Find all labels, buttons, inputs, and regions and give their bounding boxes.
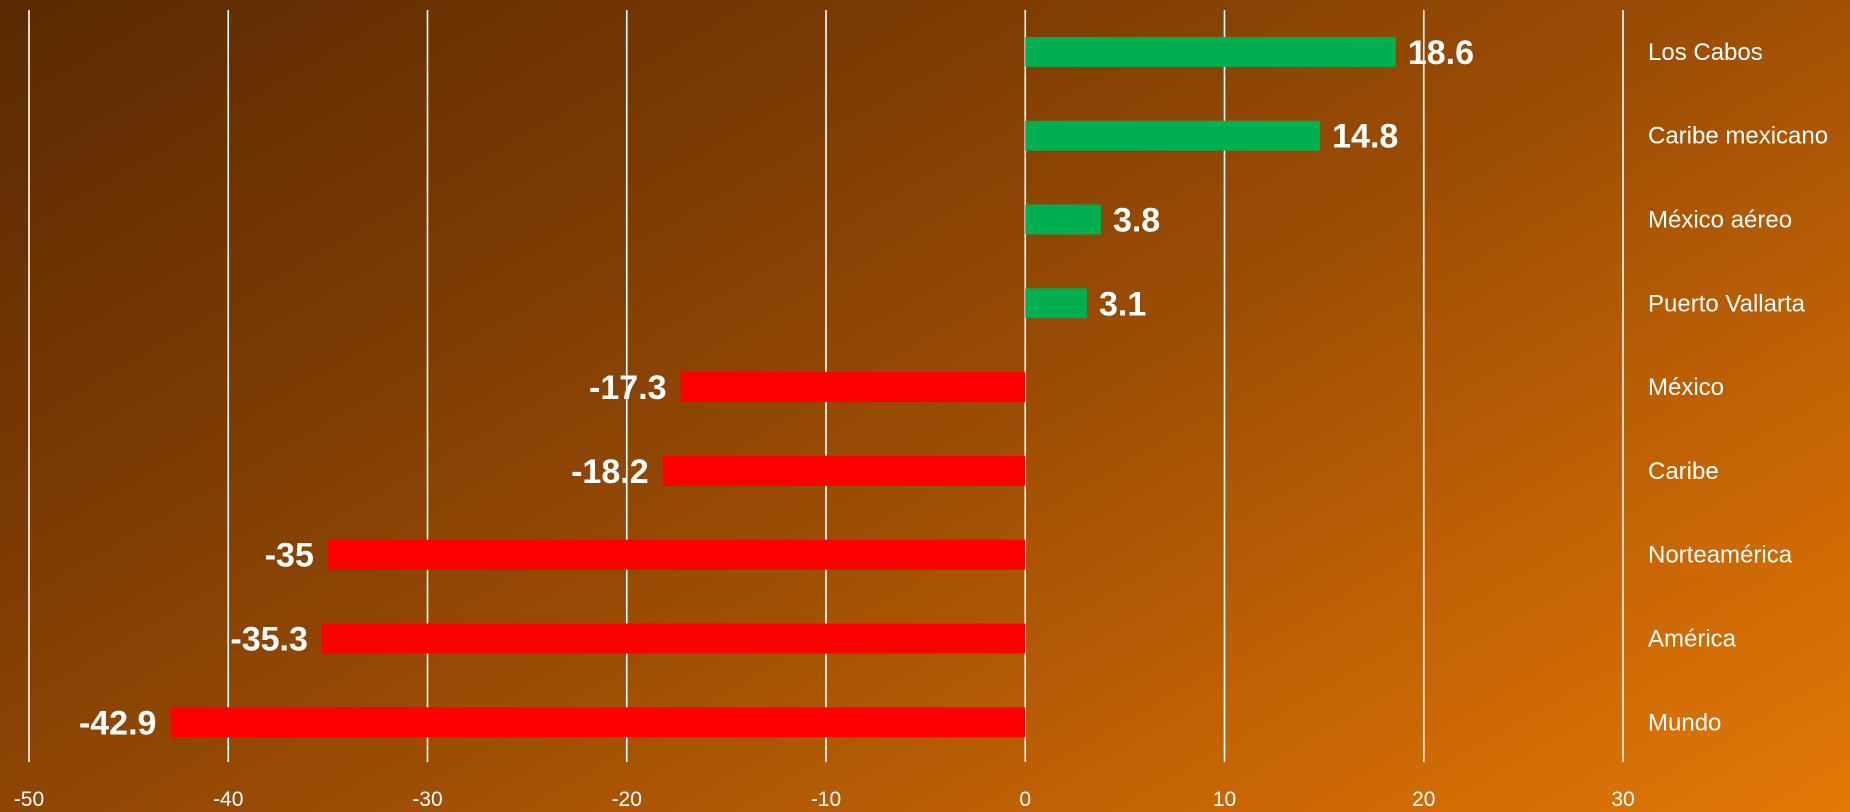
x-axis-ticks: -50 -40 -30 -20 -10 0 10 20 30 [14,788,1635,811]
value-label-los-cabos: 18.6 [1408,34,1474,72]
category-label-mexico: México [1648,374,1724,401]
category-labels: Los Cabos Caribe mexicano México aéreo Puer… [1648,39,1828,736]
category-label-caribe: Caribe [1648,458,1719,485]
value-label-layer: 18.6 14.8 3.8 3.1 -17.3 -18.2 -35 -35.3 -42.9 [79,34,1474,742]
value-label-caribe-mexicano: 14.8 [1332,118,1398,156]
x-tick-label: 30 [1611,788,1634,811]
category-label-los-cabos: Los Cabos [1648,39,1763,66]
bar-caribe [662,455,1026,486]
category-label-mundo: Mundo [1648,709,1721,736]
category-label-caribe-mexicano: Caribe mexicano [1648,123,1828,150]
x-tick-label: -20 [612,788,642,811]
bar-los-cabos [1025,36,1396,67]
x-tick-label: 20 [1412,788,1435,811]
value-label-mexico: -17.3 [589,369,667,407]
category-label-puerto-vallarta: Puerto Vallarta [1648,290,1806,317]
bar-layer [170,36,1396,738]
bar-caribe-mexicano [1025,120,1321,151]
bar-mexico-aereo [1025,204,1101,235]
x-tick-label: -40 [213,788,243,811]
x-tick-label: 10 [1213,788,1236,811]
category-label-america: América [1648,626,1737,653]
value-label-mundo: -42.9 [79,704,157,742]
value-label-caribe: -18.2 [571,453,649,491]
x-tick-label: -10 [811,788,841,811]
value-label-mexico-aereo: 3.8 [1113,202,1160,240]
bar-america [321,623,1026,654]
bar-mundo [170,707,1026,738]
x-tick-label: -30 [412,788,442,811]
value-label-norteamerica: -35 [265,537,314,575]
bar-mexico [680,372,1026,403]
value-label-america: -35.3 [230,621,308,659]
bar-norteamerica [327,539,1026,570]
category-label-mexico-aereo: México aéreo [1648,207,1792,234]
x-tick-label: -50 [14,788,44,811]
x-tick-label: 0 [1019,788,1031,811]
value-label-puerto-vallarta: 3.1 [1099,285,1146,323]
bar-puerto-vallarta [1025,288,1088,319]
category-label-norteamerica: Norteamérica [1648,542,1793,569]
